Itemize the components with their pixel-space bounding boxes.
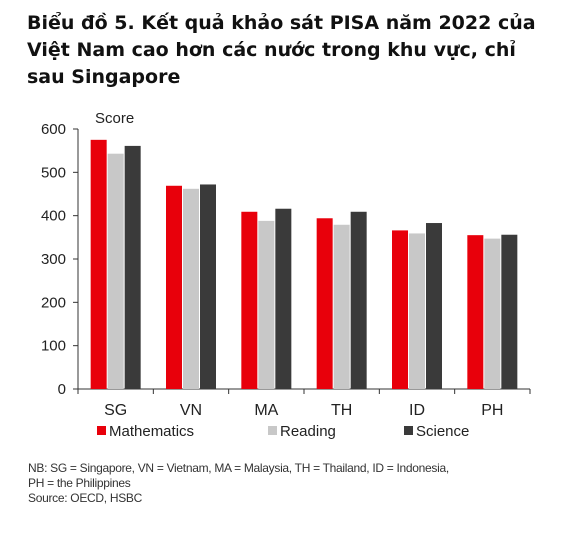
- y-tick-label: 500: [41, 164, 66, 181]
- y-tick-label: 100: [41, 338, 66, 355]
- bar-reading-sg: [107, 153, 124, 389]
- x-tick-label: VN: [180, 402, 202, 419]
- bar-science-id: [426, 223, 442, 389]
- bar-science-sg: [124, 145, 141, 389]
- legend-label-science: Science: [416, 423, 469, 440]
- note-abbreviations-cont: PH = the Philippines: [28, 476, 131, 490]
- y-axis-label: Score: [95, 110, 134, 127]
- bar-mathematics-sg: [90, 139, 107, 389]
- bar-reading-th: [333, 224, 350, 389]
- bar-reading-vn: [183, 188, 199, 389]
- legend-swatch-mathematics: [97, 426, 106, 435]
- y-tick-label: 0: [58, 381, 66, 398]
- legend-label-reading: Reading: [280, 423, 336, 440]
- note-source: Source: OECD, HSBC: [28, 491, 142, 505]
- bar-chart: Score 0 100 200 300 400 500 600 SG VN MA TH ID PH Math…: [41, 110, 531, 440]
- x-tick-label: PH: [481, 402, 503, 419]
- bar-mathematics-id: [392, 230, 408, 389]
- bar-mathematics-th: [316, 218, 333, 389]
- x-tick-label: MA: [254, 402, 278, 419]
- y-tick-label: 200: [41, 294, 66, 311]
- y-tick-label: 400: [41, 208, 66, 225]
- chart-title: Biểu đồ 5. Kết quả khảo sát PISA năm 202…: [27, 12, 536, 88]
- bar-reading-ph: [484, 238, 501, 389]
- chart-notes: NB: SG = Singapore, VN = Vietnam, MA = M…: [28, 461, 548, 506]
- x-tick-label: TH: [331, 402, 352, 419]
- bar-mathematics-ph: [467, 235, 484, 389]
- bar-science-ph: [501, 234, 518, 389]
- bar-reading-ma: [258, 220, 275, 389]
- legend-swatch-reading: [268, 426, 277, 435]
- y-tick-label: 300: [41, 251, 66, 268]
- bar-science-th: [350, 211, 367, 389]
- bar-science-vn: [200, 184, 216, 389]
- bar-reading-id: [409, 233, 425, 389]
- bar-science-ma: [275, 208, 292, 389]
- note-abbreviations: NB: SG = Singapore, VN = Vietnam, MA = M…: [28, 461, 449, 475]
- bar-mathematics-vn: [166, 185, 182, 389]
- legend-label-mathematics: Mathematics: [109, 423, 194, 440]
- y-tick-label: 600: [41, 121, 66, 138]
- x-tick-label: SG: [104, 402, 127, 419]
- bar-mathematics-ma: [241, 211, 258, 389]
- legend-swatch-science: [404, 426, 413, 435]
- x-tick-label: ID: [409, 402, 425, 419]
